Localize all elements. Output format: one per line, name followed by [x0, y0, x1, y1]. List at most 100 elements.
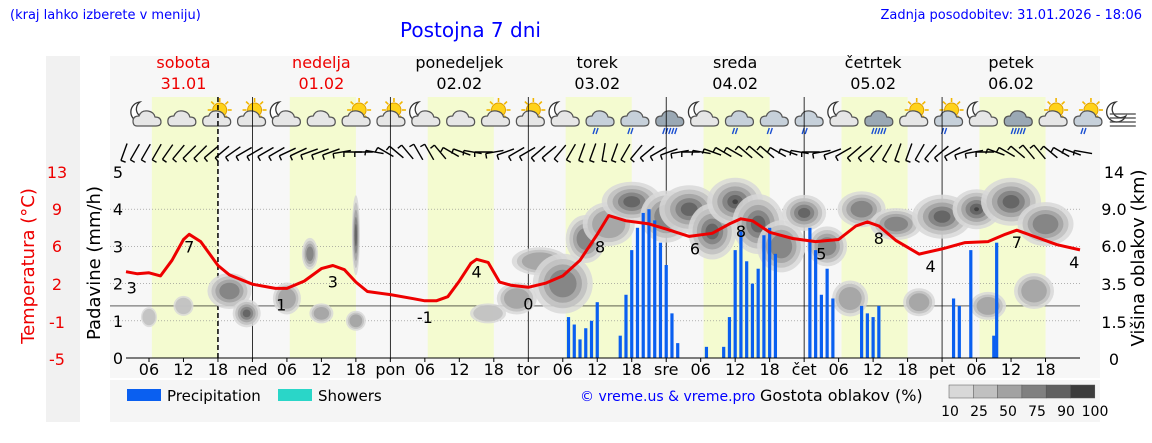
day-name: četrtek	[845, 53, 903, 72]
wind-shaft	[279, 147, 296, 157]
day-name: torek	[577, 53, 619, 72]
wind-shaft	[780, 148, 798, 156]
wind-feather	[203, 157, 209, 163]
wind-shaft	[894, 143, 902, 161]
precip-bar	[727, 317, 732, 358]
precip-bar	[624, 294, 628, 358]
sun-ray	[350, 100, 355, 105]
temperature-label: 8	[595, 237, 605, 256]
wind-feather	[943, 156, 948, 162]
wind-shaft	[737, 145, 753, 159]
wind-barb	[474, 151, 493, 157]
wind-barb	[943, 146, 961, 162]
wind-feather	[611, 159, 617, 163]
wind-feather	[934, 157, 939, 163]
cloud-cell	[1002, 195, 1020, 209]
wind-feather	[924, 158, 930, 163]
x-hour-tick: 12	[587, 360, 607, 379]
cloud-density-swatch	[1045, 384, 1071, 399]
sun-ray	[524, 100, 529, 105]
cloud-density-swatch	[1070, 384, 1096, 399]
rain-drop	[880, 127, 884, 135]
showers-legend-swatch	[278, 389, 312, 401]
wind-feather	[756, 145, 761, 151]
wind-feather	[140, 159, 146, 163]
cloud-shape	[202, 110, 232, 127]
wind-shaft	[161, 144, 174, 160]
cloud-icon	[306, 110, 336, 127]
wind-shaft	[453, 148, 471, 156]
wind-barb	[924, 144, 937, 163]
cloud-shape	[271, 110, 302, 127]
wind-feather	[553, 158, 559, 163]
wind-feather	[869, 158, 875, 163]
wind-shaft	[914, 143, 925, 161]
temperature-label: 4	[1069, 253, 1079, 272]
wind-feather	[289, 155, 293, 161]
precip-bar	[865, 313, 869, 358]
wind-shaft	[934, 145, 949, 159]
wind-barb	[374, 146, 394, 158]
precip-bar	[630, 250, 634, 358]
cloud-height-tick: 14	[1104, 163, 1124, 182]
precip-bar	[722, 346, 726, 358]
wind-feather	[649, 156, 654, 162]
wind-barb	[1029, 144, 1046, 160]
wind-shaft	[823, 148, 842, 156]
wind-shaft	[151, 143, 162, 161]
wind-feather	[914, 159, 920, 163]
wind-shaft	[649, 146, 667, 158]
sun-ray	[489, 100, 494, 105]
wind-shaft	[869, 144, 883, 160]
temperature-label: 3	[328, 273, 338, 292]
wind-shaft	[424, 143, 435, 161]
wind-shaft	[692, 149, 711, 155]
wind-feather	[857, 157, 863, 163]
wind-shaft	[377, 146, 394, 158]
cloud-shape	[933, 110, 964, 127]
precip-bar	[578, 339, 582, 358]
wind-shaft	[289, 147, 307, 157]
precip-legend-swatch	[127, 389, 161, 401]
wind-shaft	[365, 149, 384, 155]
wind-shaft	[610, 143, 619, 161]
wind-shaft	[881, 143, 893, 161]
x-day-tick: sre	[654, 360, 678, 379]
axes: 06 12 18 ned 06 12 18 pon 06 12 18 tor 06 12 18 sre 06 12…	[18, 163, 1149, 379]
wind-shaft	[954, 148, 972, 156]
precip-bar	[819, 294, 823, 358]
left-axis-panel	[46, 56, 80, 422]
sun-ray	[245, 100, 250, 105]
cloud-cell	[838, 286, 862, 311]
wind-shaft	[748, 145, 764, 159]
x-hour-tick: 06	[415, 360, 435, 379]
precip-bar	[871, 317, 875, 358]
sun-ray	[907, 100, 912, 105]
wind-barb	[364, 149, 384, 156]
wind-feather	[589, 159, 595, 163]
wind-feather	[374, 147, 379, 153]
wind-shaft	[857, 145, 873, 159]
wind-shaft	[1022, 144, 1036, 160]
wind-shaft	[1053, 146, 1070, 158]
x-hour-tick: 12	[863, 360, 883, 379]
wind-feather	[193, 157, 198, 163]
wind-barb	[1050, 146, 1070, 158]
temperature-label: 8	[874, 229, 884, 248]
heavy-rain-icon	[864, 110, 894, 135]
rain-drop	[877, 127, 881, 135]
rain-cloud-icon	[759, 110, 789, 135]
precip-bar	[957, 305, 961, 358]
cloud-cell	[884, 216, 909, 232]
cloud-cell	[797, 207, 811, 218]
wind-barb	[440, 146, 460, 158]
wind-shaft	[140, 143, 151, 161]
wind-barb	[193, 145, 208, 163]
rain-sun-icon	[933, 98, 964, 135]
x-hour-tick: 12	[725, 360, 745, 379]
sun-ray	[224, 100, 229, 105]
wind-shaft	[965, 149, 984, 155]
x-day-tick: pon	[375, 360, 405, 379]
cloud-height-axis-title: Višina oblakov (km)	[1128, 169, 1149, 346]
wind-feather	[778, 148, 782, 154]
